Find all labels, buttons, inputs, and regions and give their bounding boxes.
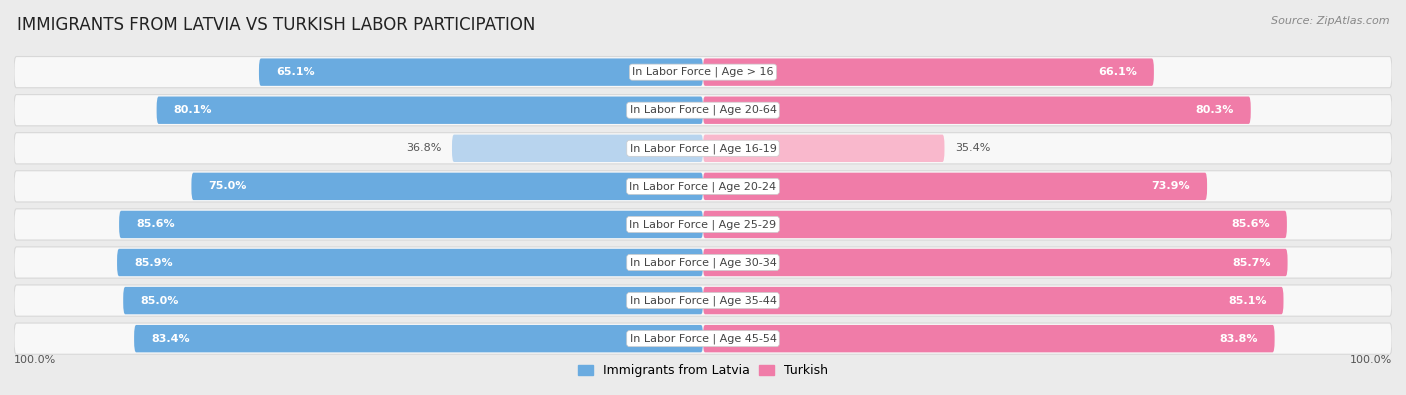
- Text: 100.0%: 100.0%: [14, 356, 56, 365]
- Text: Source: ZipAtlas.com: Source: ZipAtlas.com: [1271, 16, 1389, 26]
- Text: 80.1%: 80.1%: [174, 105, 212, 115]
- FancyBboxPatch shape: [703, 135, 945, 162]
- FancyBboxPatch shape: [14, 247, 1392, 278]
- Text: 85.7%: 85.7%: [1232, 258, 1271, 267]
- FancyBboxPatch shape: [191, 173, 703, 200]
- FancyBboxPatch shape: [703, 58, 1154, 86]
- FancyBboxPatch shape: [703, 287, 1284, 314]
- FancyBboxPatch shape: [14, 209, 1392, 240]
- Text: 36.8%: 36.8%: [406, 143, 441, 153]
- Text: In Labor Force | Age 20-64: In Labor Force | Age 20-64: [630, 105, 776, 115]
- FancyBboxPatch shape: [14, 323, 1392, 354]
- Text: 75.0%: 75.0%: [208, 181, 247, 191]
- FancyBboxPatch shape: [14, 133, 1392, 164]
- Text: 85.6%: 85.6%: [1232, 220, 1270, 229]
- FancyBboxPatch shape: [703, 96, 1251, 124]
- Text: In Labor Force | Age 20-24: In Labor Force | Age 20-24: [630, 181, 776, 192]
- FancyBboxPatch shape: [703, 173, 1208, 200]
- Text: In Labor Force | Age 35-44: In Labor Force | Age 35-44: [630, 295, 776, 306]
- Text: 73.9%: 73.9%: [1152, 181, 1189, 191]
- Text: In Labor Force | Age 45-54: In Labor Force | Age 45-54: [630, 333, 776, 344]
- Text: 85.1%: 85.1%: [1227, 295, 1267, 306]
- Text: 85.9%: 85.9%: [134, 258, 173, 267]
- FancyBboxPatch shape: [134, 325, 703, 352]
- FancyBboxPatch shape: [451, 135, 703, 162]
- FancyBboxPatch shape: [14, 285, 1392, 316]
- Text: 85.0%: 85.0%: [141, 295, 179, 306]
- Text: 65.1%: 65.1%: [276, 67, 315, 77]
- Text: 66.1%: 66.1%: [1098, 67, 1137, 77]
- FancyBboxPatch shape: [14, 95, 1392, 126]
- Text: 83.8%: 83.8%: [1219, 334, 1257, 344]
- FancyBboxPatch shape: [14, 56, 1392, 88]
- Legend: Immigrants from Latvia, Turkish: Immigrants from Latvia, Turkish: [572, 359, 834, 382]
- Text: 100.0%: 100.0%: [1350, 356, 1392, 365]
- FancyBboxPatch shape: [124, 287, 703, 314]
- Text: IMMIGRANTS FROM LATVIA VS TURKISH LABOR PARTICIPATION: IMMIGRANTS FROM LATVIA VS TURKISH LABOR …: [17, 16, 536, 34]
- FancyBboxPatch shape: [120, 211, 703, 238]
- Text: 80.3%: 80.3%: [1195, 105, 1233, 115]
- FancyBboxPatch shape: [703, 249, 1288, 276]
- FancyBboxPatch shape: [117, 249, 703, 276]
- FancyBboxPatch shape: [703, 211, 1286, 238]
- FancyBboxPatch shape: [703, 325, 1275, 352]
- Text: 83.4%: 83.4%: [152, 334, 190, 344]
- Text: In Labor Force | Age 30-34: In Labor Force | Age 30-34: [630, 257, 776, 268]
- Text: In Labor Force | Age 25-29: In Labor Force | Age 25-29: [630, 219, 776, 229]
- Text: 35.4%: 35.4%: [955, 143, 990, 153]
- Text: In Labor Force | Age 16-19: In Labor Force | Age 16-19: [630, 143, 776, 154]
- Text: In Labor Force | Age > 16: In Labor Force | Age > 16: [633, 67, 773, 77]
- FancyBboxPatch shape: [14, 171, 1392, 202]
- Text: 85.6%: 85.6%: [136, 220, 174, 229]
- FancyBboxPatch shape: [156, 96, 703, 124]
- FancyBboxPatch shape: [259, 58, 703, 86]
